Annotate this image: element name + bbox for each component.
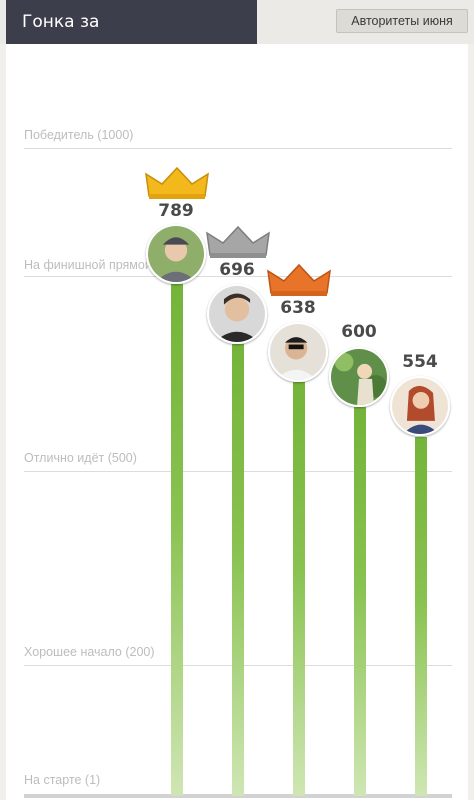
avatar[interactable] xyxy=(390,376,450,436)
score-label: 600 xyxy=(341,322,377,342)
score-label: 554 xyxy=(402,352,438,372)
avatar[interactable] xyxy=(146,224,206,284)
silver-crown-icon xyxy=(205,225,271,259)
avatar[interactable] xyxy=(268,322,328,382)
level-label: Победитель (1000) xyxy=(24,128,134,142)
race-baseline xyxy=(24,794,452,798)
tab-authority-race[interactable]: Гонка за авторитарностью xyxy=(6,0,257,76)
level-label: Отлично идёт (500) xyxy=(24,451,137,465)
score-label: 696 xyxy=(219,260,255,280)
race-bar xyxy=(415,437,427,796)
race-bar xyxy=(354,407,366,796)
avatar[interactable] xyxy=(329,347,389,407)
tab-bar: Гонка за авторитарностью Авторитеты июня xyxy=(0,0,474,76)
race-bar xyxy=(293,382,305,796)
level-label: На финишной прямой (750) xyxy=(24,258,185,272)
bronze-crown-icon xyxy=(266,263,332,297)
race-bar xyxy=(232,344,244,796)
level-label: Хорошее начало (200) xyxy=(24,645,155,659)
gold-crown-icon xyxy=(144,166,210,200)
score-label: 789 xyxy=(158,201,194,221)
june-authorities-button[interactable]: Авторитеты июня xyxy=(336,9,468,33)
race-bar xyxy=(171,284,183,796)
level-line xyxy=(24,276,452,277)
level-label: На старте (1) xyxy=(24,773,101,787)
avatar[interactable] xyxy=(207,284,267,344)
score-label: 638 xyxy=(280,298,316,318)
level-line xyxy=(24,148,452,149)
